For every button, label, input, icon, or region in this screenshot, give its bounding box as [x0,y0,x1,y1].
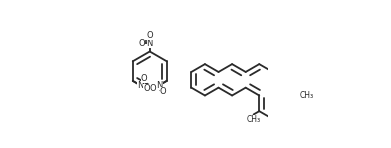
Text: O: O [140,74,147,83]
Text: O: O [150,84,156,93]
Text: N: N [156,81,163,90]
Text: CH₃: CH₃ [247,115,261,124]
Text: N: N [147,39,153,48]
Text: O: O [143,84,150,93]
Text: O: O [139,39,145,48]
Text: CH₃: CH₃ [300,91,314,100]
Text: O: O [147,31,153,40]
Text: N: N [137,81,143,90]
Text: O: O [160,87,167,96]
